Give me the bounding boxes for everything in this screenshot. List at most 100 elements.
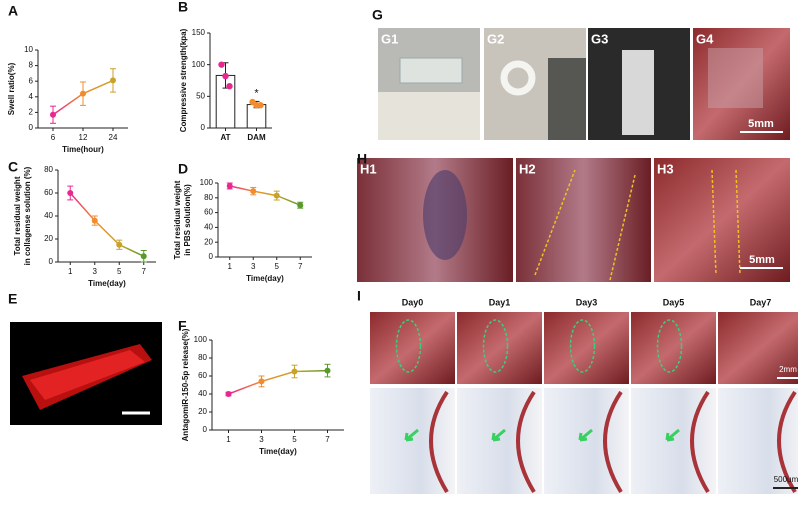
panel-label: G [372,7,383,23]
y-axis-label: Swell ratio(%) [7,62,16,115]
data-point [222,72,229,80]
y-tick-label: 20 [204,237,213,246]
data-point [257,102,264,109]
y-tick-label: 6 [29,76,34,85]
x-tick-label: 7 [325,435,330,444]
arrow [404,428,419,442]
point [324,367,331,374]
panel-label: C [8,159,18,175]
y-tick-label: 100 [192,60,206,69]
panel-h-images [357,158,790,282]
y-tick-label: 40 [44,211,53,220]
line [69,192,145,257]
vessel-wall [516,390,536,494]
day-label: Day7 [750,297,772,307]
image-label: H1 [360,161,377,176]
y-tick-label: 60 [198,371,207,380]
x-tick-label: 5 [292,435,297,444]
image-label: G1 [381,31,398,46]
vessel-wall [777,390,797,494]
x-axis-label: Time(hour) [62,145,104,154]
y-axis-label: in PBS solution(%) [183,184,192,256]
point [273,192,280,199]
panel-label: D [178,161,188,177]
tissue-photo [370,312,455,384]
day-label: Day3 [576,297,598,307]
tissue-photo [457,312,542,384]
x-axis-label: Time(day) [246,274,284,283]
significance: * [254,87,259,99]
panel-label: I [357,288,361,304]
scale-label: 2mm [779,365,797,374]
image-label: G2 [487,31,504,46]
panel-label: E [8,291,17,307]
day-label: Day1 [489,297,511,307]
x-tick-label: 3 [251,262,256,271]
panel-label: A [8,3,18,19]
y-tick-label: 10 [24,45,33,54]
panel-label: F [178,318,187,334]
image-label: H2 [519,161,536,176]
panel-i-images [370,312,798,494]
x-tick-label: 3 [259,435,264,444]
panel-e-image [10,322,162,425]
tissue-photo [718,312,798,384]
vessel-wall [429,390,449,494]
x-axis-label: Time(day) [88,279,126,288]
y-tick-label: 0 [209,252,214,261]
y-tick-label: 20 [198,407,207,416]
tissue-photo [544,312,629,384]
point [140,253,147,260]
image-label: G3 [591,31,608,46]
y-axis-label: AntagomiR-150-5p release(%) [181,328,190,441]
x-tick-label: 1 [226,435,231,444]
point [50,111,56,118]
y-axis-label: Total residual weight [13,176,22,255]
y-tick-label: 60 [204,208,213,217]
panel-label: B [178,0,188,15]
line [228,369,328,395]
arrow [491,428,506,442]
y-tick-label: 100 [200,178,214,187]
x-tick-label: 3 [93,267,98,276]
y-tick-label: 150 [192,28,206,37]
implant-outline [656,319,683,373]
point [226,182,233,189]
arrow [578,428,593,442]
day-label: Day5 [663,297,685,307]
x-tick-label: 7 [142,267,147,276]
y-tick-label: 50 [196,91,205,100]
y-tick-label: 80 [198,353,207,362]
day-label: Day0 [402,297,424,307]
x-tick-label: 6 [51,133,56,142]
y-tick-label: 40 [204,223,213,232]
point [297,202,304,209]
point [67,190,74,196]
x-tick-label: 5 [275,262,280,271]
point [116,241,123,248]
line [229,185,301,206]
x-tick-label: 1 [68,267,73,276]
implant-outline [482,319,509,373]
x-tick-label: AT [220,133,230,142]
point [225,391,232,397]
scale-label: 500μm [774,475,798,484]
scale-label: 5mm [748,118,774,130]
y-tick-label: 0 [201,123,206,132]
y-tick-label: 8 [29,61,34,70]
point [258,378,265,385]
x-tick-label: 24 [109,133,118,142]
y-tick-label: 40 [198,389,207,398]
x-tick-label: 12 [79,133,88,142]
y-tick-label: 0 [29,123,34,132]
y-tick-label: 2 [29,108,34,117]
x-tick-label: 1 [228,262,233,271]
point [250,188,257,195]
image-label: H3 [657,161,674,176]
implant-outline [395,319,422,373]
point [110,77,116,84]
y-tick-label: 4 [29,92,34,101]
y-tick-label: 20 [44,234,53,243]
vessel-wall [690,390,710,494]
